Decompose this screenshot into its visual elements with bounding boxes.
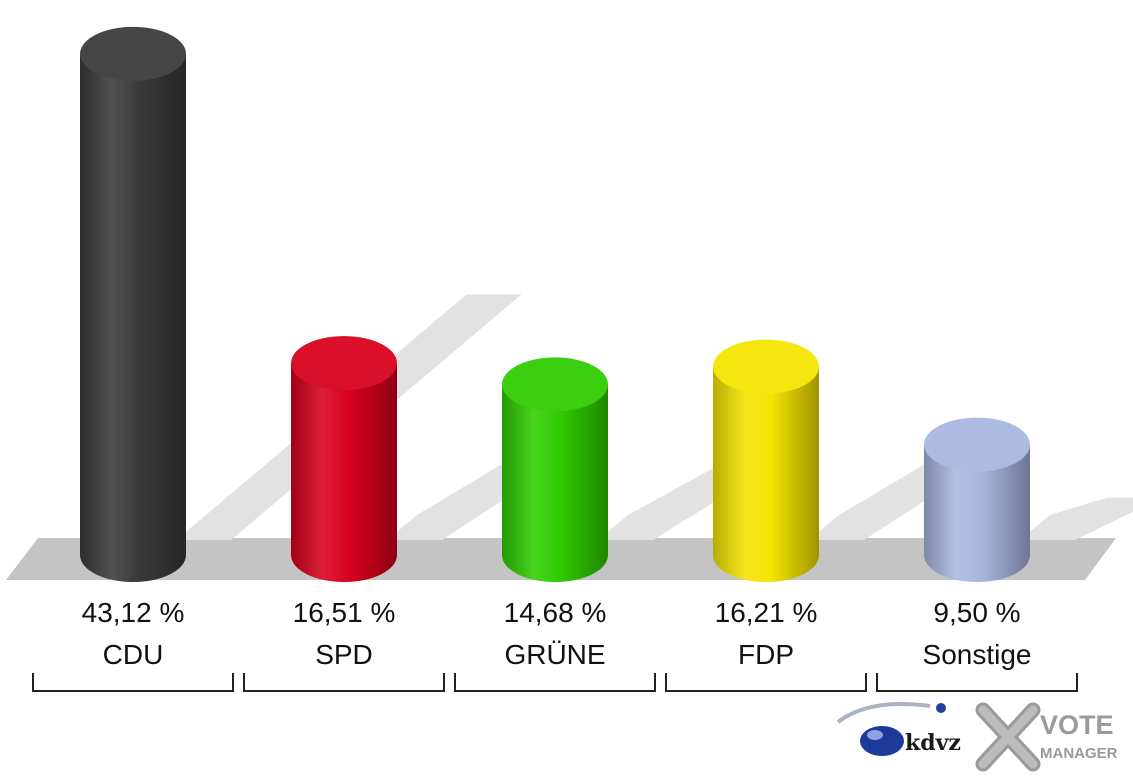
bar-top-fdp [713, 339, 819, 394]
bar-top-cdu [80, 26, 186, 81]
bar-body-grune [502, 384, 608, 582]
bar-top-spd [291, 336, 397, 391]
bar-sonstige [924, 417, 1030, 582]
vote-manager-logo: VOTE MANAGER [975, 702, 1118, 772]
value-label-grune: 14,68 % [504, 597, 607, 628]
bar-body-fdp [713, 366, 819, 582]
bar-body-cdu [80, 53, 186, 582]
category-brackets [32, 673, 1078, 692]
value-label-sonstige: 9,50 % [933, 597, 1020, 628]
bar-shadow-sonstige [1020, 497, 1133, 540]
category-label-sonstige: Sonstige [923, 639, 1032, 670]
category-bracket-fdp [665, 673, 867, 692]
labels: 43,12 % CDU 16,51 % SPD 14,68 % GRÜNE 16,21 % F… [82, 597, 1032, 670]
bar-grune [502, 357, 608, 582]
bar-spd [291, 336, 397, 582]
category-label-grune: GRÜNE [504, 639, 605, 670]
category-bracket-cdu [32, 673, 234, 692]
category-label-spd: SPD [315, 639, 373, 670]
category-bracket-grune [454, 673, 656, 692]
manager-logo-text: MANAGER [1040, 745, 1118, 762]
kdvz-logo: kdvz [836, 702, 961, 756]
bar-body-sonstige [924, 444, 1030, 582]
category-label-fdp: FDP [738, 639, 794, 670]
category-bracket-spd [243, 673, 445, 692]
bar-body-spd [291, 363, 397, 582]
category-label-cdu: CDU [103, 639, 164, 670]
bar-cdu [80, 26, 186, 582]
bar-top-grune [502, 357, 608, 412]
bar-top-sonstige [924, 417, 1030, 472]
bar-fdp [713, 339, 819, 582]
value-label-spd: 16,51 % [293, 597, 396, 628]
vote-logo-text: VOTE [1040, 710, 1114, 740]
value-label-cdu: 43,12 % [82, 597, 185, 628]
value-label-fdp: 16,21 % [715, 597, 818, 628]
bars [80, 26, 1030, 582]
kdvz-logo-text: kdvz [905, 730, 961, 756]
category-bracket-sonstige [876, 673, 1078, 692]
